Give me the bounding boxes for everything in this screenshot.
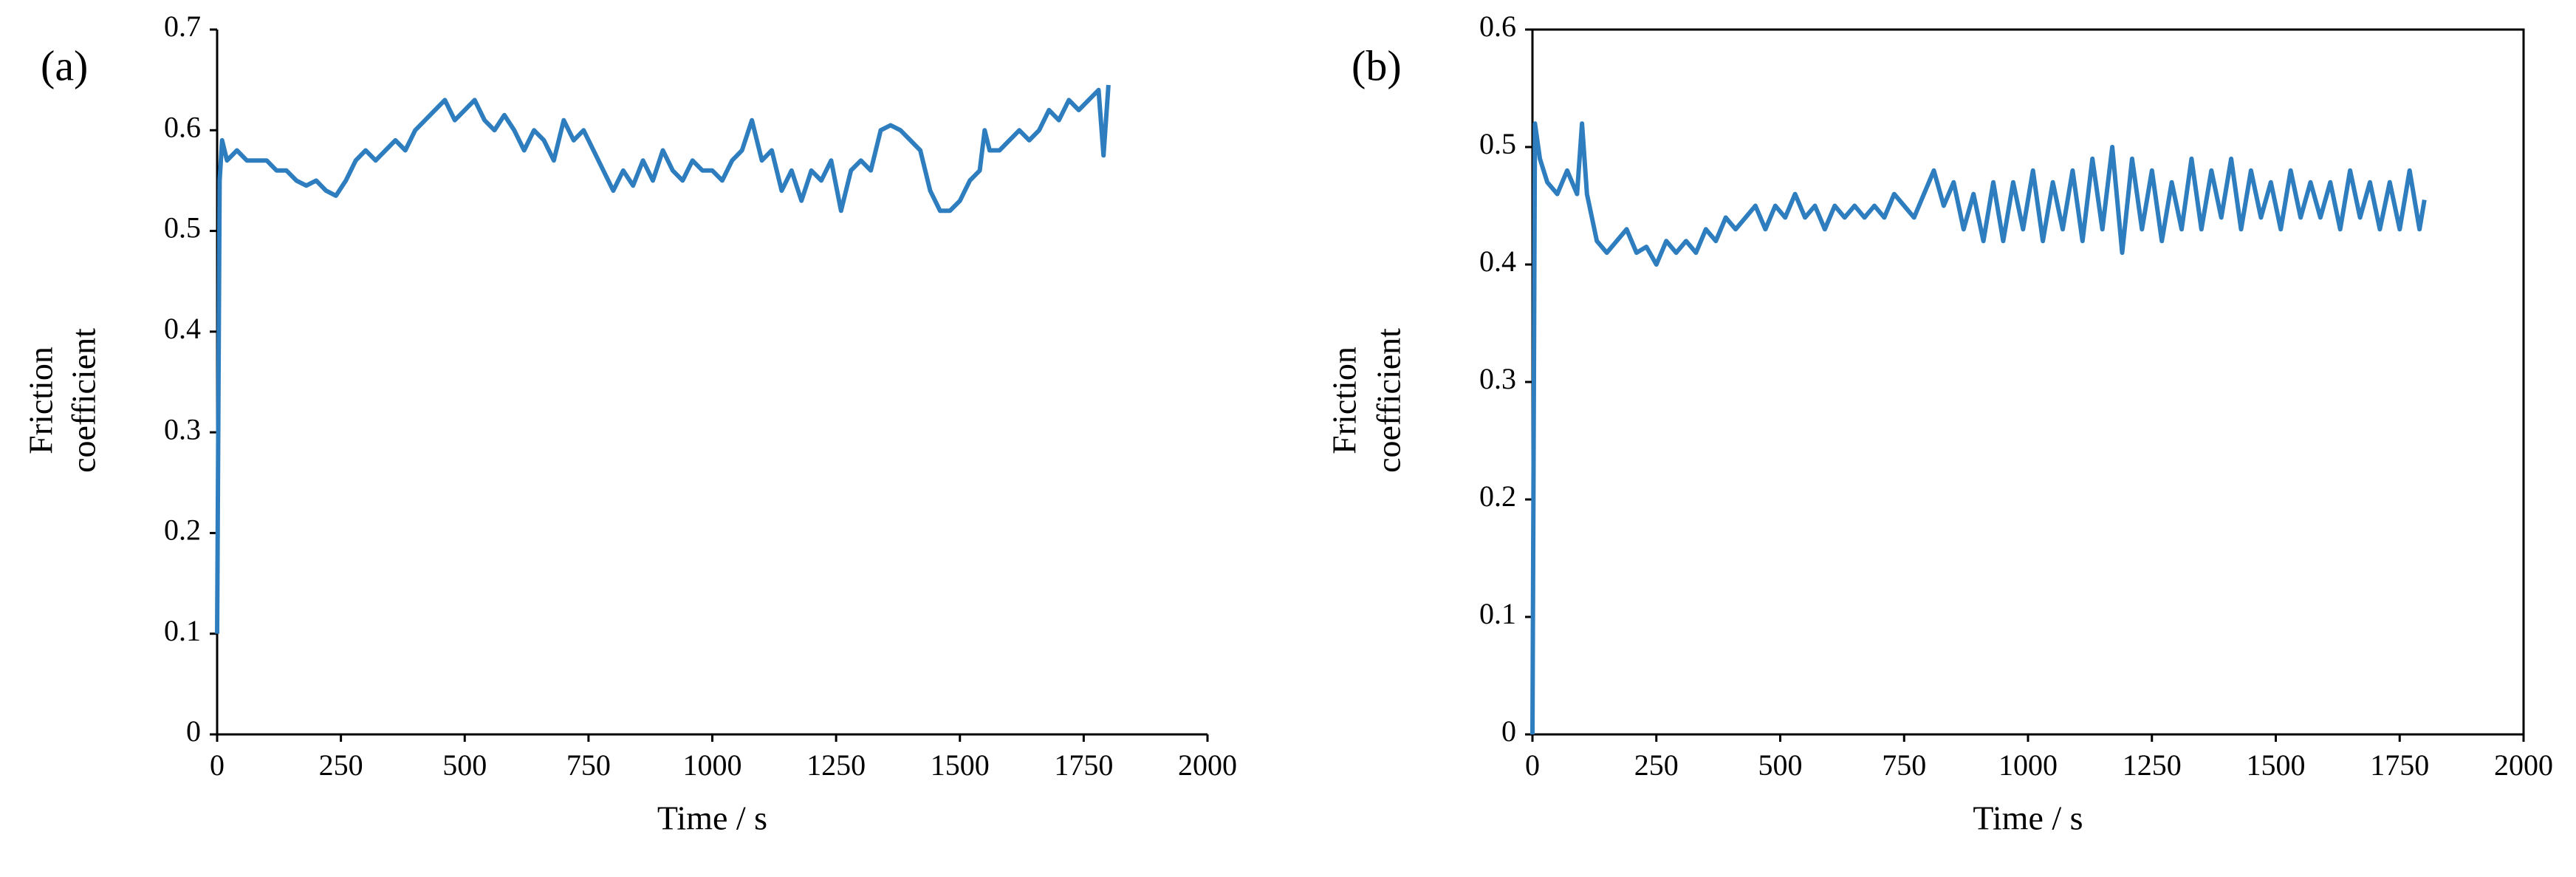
y-tick-label: 0.5 — [164, 211, 201, 245]
y-axis-label: Friction — [1326, 347, 1363, 454]
x-tick-label: 500 — [1758, 748, 1803, 782]
y-tick-label: 0.6 — [164, 110, 201, 143]
y-tick-label: 0.1 — [164, 614, 201, 647]
y-tick-label: 0.3 — [1479, 362, 1516, 395]
y-tick-label: 0.2 — [164, 513, 201, 547]
x-tick-label: 0 — [210, 748, 225, 782]
panel-label: (b) — [1352, 41, 1402, 89]
y-tick-label: 0 — [1501, 714, 1516, 748]
x-tick-label: 750 — [1882, 748, 1926, 782]
x-tick-label: 1000 — [1998, 748, 2058, 782]
x-tick-label: 500 — [442, 748, 487, 782]
y-tick-label: 0.3 — [164, 412, 201, 446]
x-tick-label: 250 — [1634, 748, 1679, 782]
x-tick-label: 250 — [319, 748, 363, 782]
data-line — [1530, 121, 2427, 735]
y-axis-label: coefficient — [1370, 328, 1408, 473]
y-tick-label: 0.4 — [164, 312, 201, 345]
plot-frame — [1531, 28, 2525, 736]
x-tick-label: 1000 — [683, 748, 742, 782]
panel-label: (a) — [41, 41, 88, 89]
y-tick-label: 0.4 — [1479, 245, 1516, 278]
y-tick-label: 0.2 — [1479, 480, 1516, 513]
x-tick-label: 2000 — [1178, 748, 1237, 782]
y-axis-label: Friction — [22, 347, 60, 454]
x-tick-label: 750 — [566, 748, 611, 782]
x-tick-label: 1500 — [2247, 748, 2306, 782]
y-axis-label: coefficient — [65, 328, 103, 473]
x-tick-label: 1250 — [806, 748, 866, 782]
y-tick-label: 0.5 — [1479, 127, 1516, 160]
y-tick-label: 0.7 — [164, 10, 201, 43]
x-tick-label: 0 — [1525, 748, 1540, 782]
x-tick-label: 1750 — [2370, 748, 2429, 782]
x-axis-label: Time / s — [657, 799, 767, 837]
data-line — [215, 84, 1111, 634]
x-tick-label: 2000 — [2494, 748, 2553, 782]
y-tick-label: 0.1 — [1479, 597, 1516, 630]
x-tick-label: 1750 — [1054, 748, 1113, 782]
x-axis-label: Time / s — [1973, 799, 2083, 837]
x-tick-label: 1250 — [2123, 748, 2182, 782]
x-tick-label: 1500 — [931, 748, 990, 782]
y-tick-label: 0.6 — [1479, 10, 1516, 43]
y-tick-label: 0 — [186, 714, 201, 748]
